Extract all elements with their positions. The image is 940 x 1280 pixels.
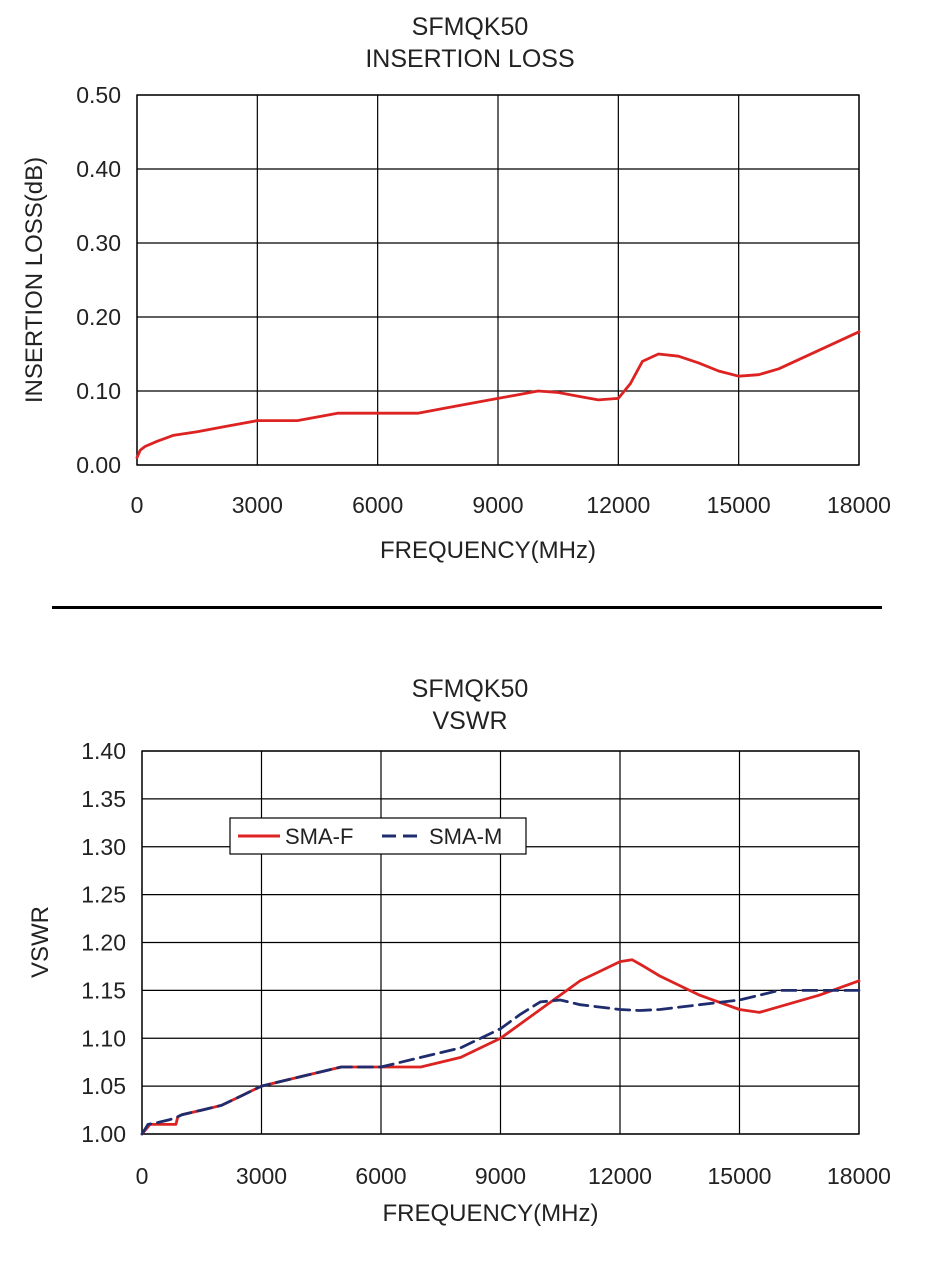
- chart-1-y-axis-label: INSERTION LOSS(dB): [21, 157, 48, 403]
- chart-2-x-axis-label: FREQUENCY(MHz): [383, 1200, 599, 1227]
- chart-1-x-tick-label: 6000: [352, 492, 403, 518]
- chart-2-x-tick-label: 15000: [708, 1163, 772, 1189]
- divider-line: [52, 606, 882, 609]
- chart-2-y-tick-label: 1.25: [81, 882, 126, 908]
- chart-2-y-tick-label: 1.00: [81, 1121, 126, 1147]
- legend-label-sma-f: SMA-F: [285, 824, 353, 849]
- chart-1-y-tick-label: 0.40: [76, 156, 121, 182]
- chart-1-x-tick-label: 9000: [472, 492, 523, 518]
- chart-2-series-sma-m: [140, 989, 861, 1136]
- chart-2-y-tick-label: 1.10: [81, 1025, 126, 1051]
- chart-1-x-tick-label: 18000: [827, 492, 891, 518]
- chart-2-x-tick-label: 0: [136, 1163, 149, 1189]
- chart-2-y-tick-label: 1.30: [81, 834, 126, 860]
- chart-1-series-line: [135, 330, 861, 460]
- chart-1-x-axis-label: FREQUENCY(MHz): [380, 537, 596, 564]
- legend-label-sma-m: SMA-M: [429, 824, 502, 849]
- chart-1-title: SFMQK50: [411, 13, 529, 41]
- chart-1-y-tick-label: 0.10: [76, 378, 121, 404]
- chart-2-x-tick-label: 3000: [236, 1163, 287, 1189]
- chart-1-x-tick-label: 12000: [586, 492, 650, 518]
- chart-1-x-tick-label: 3000: [232, 492, 283, 518]
- chart-2-y-axis-label: VSWR: [27, 906, 54, 978]
- chart-2-y-tick-label: 1.40: [81, 738, 126, 764]
- chart-1-y-tick-label: 0.30: [76, 230, 121, 256]
- chart-1-plot-area: [136, 94, 860, 466]
- chart-2-y-tick-label: 1.20: [81, 930, 126, 956]
- chart-1-x-tick-label: 15000: [707, 492, 771, 518]
- chart-1-y-tick-label: 0.00: [76, 452, 121, 478]
- chart-2-y-tick-label: 1.35: [81, 786, 126, 812]
- chart-2-x-tick-label: 12000: [588, 1163, 652, 1189]
- chart-1-x-tick-label: 0: [131, 492, 144, 518]
- chart-1-y-tick-label: 0.50: [76, 82, 121, 108]
- chart-2-title: SFMQK50: [411, 675, 529, 703]
- chart-2-subtitle: VSWR: [432, 707, 508, 735]
- chart-2-y-tick-label: 1.05: [81, 1073, 126, 1099]
- chart-2-series-sma-f: [140, 958, 861, 1136]
- chart-1-y-tick-label: 0.20: [76, 304, 121, 330]
- chart-2-x-tick-label: 6000: [355, 1163, 406, 1189]
- chart-1-subtitle: INSERTION LOSS: [365, 45, 575, 73]
- chart-2-x-tick-label: 9000: [475, 1163, 526, 1189]
- chart-2-x-tick-label: 18000: [827, 1163, 891, 1189]
- chart-2-y-tick-label: 1.15: [81, 977, 126, 1003]
- chart-2-plot-area: [141, 750, 860, 1135]
